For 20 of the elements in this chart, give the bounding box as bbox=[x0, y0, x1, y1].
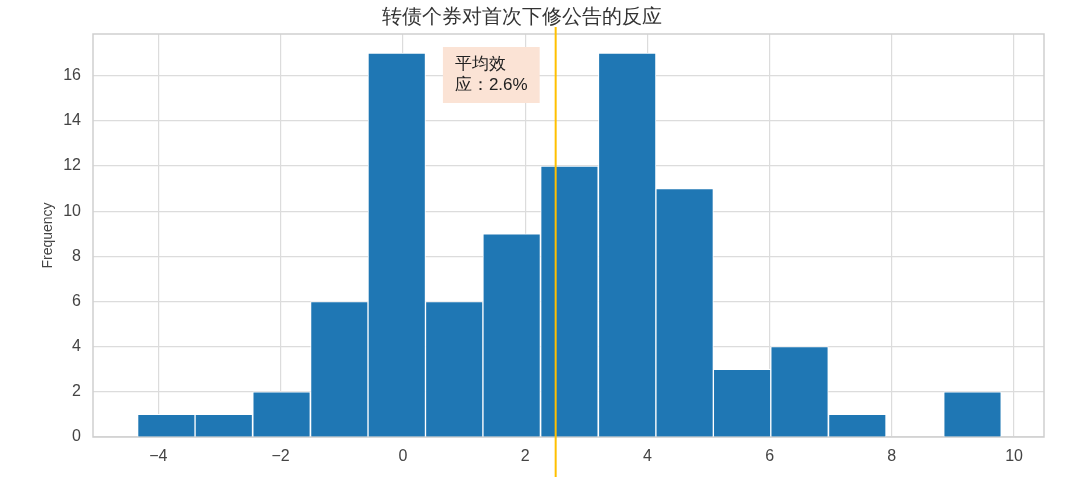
ref-line-label: 平均效应：2.6% bbox=[454, 54, 528, 95]
y-tick-label: 12 bbox=[63, 156, 82, 174]
chart-title: 转债个券对首次下修公告的反应 bbox=[382, 4, 662, 27]
x-tick-label: 10 bbox=[1005, 447, 1024, 465]
y-tick-label: 2 bbox=[72, 382, 82, 400]
y-tick-label: 0 bbox=[72, 427, 82, 445]
y-tick-label: 6 bbox=[72, 291, 82, 309]
x-tick-label: −4 bbox=[149, 447, 168, 465]
y-axis-title: Frequency bbox=[39, 202, 56, 269]
y-tick-label: 16 bbox=[63, 66, 82, 84]
x-tick-label: 0 bbox=[398, 447, 408, 465]
y-tick-label: 8 bbox=[72, 246, 82, 264]
y-tick-label: 14 bbox=[63, 111, 82, 129]
x-tick-label: −2 bbox=[271, 447, 290, 465]
x-tick-label: 4 bbox=[642, 447, 652, 465]
x-tick-label: 6 bbox=[765, 447, 775, 465]
x-tick-label: 8 bbox=[887, 447, 897, 465]
y-tick-label: 10 bbox=[63, 201, 82, 219]
x-tick-label: 2 bbox=[520, 447, 530, 465]
y-tick-label: 4 bbox=[72, 337, 82, 355]
